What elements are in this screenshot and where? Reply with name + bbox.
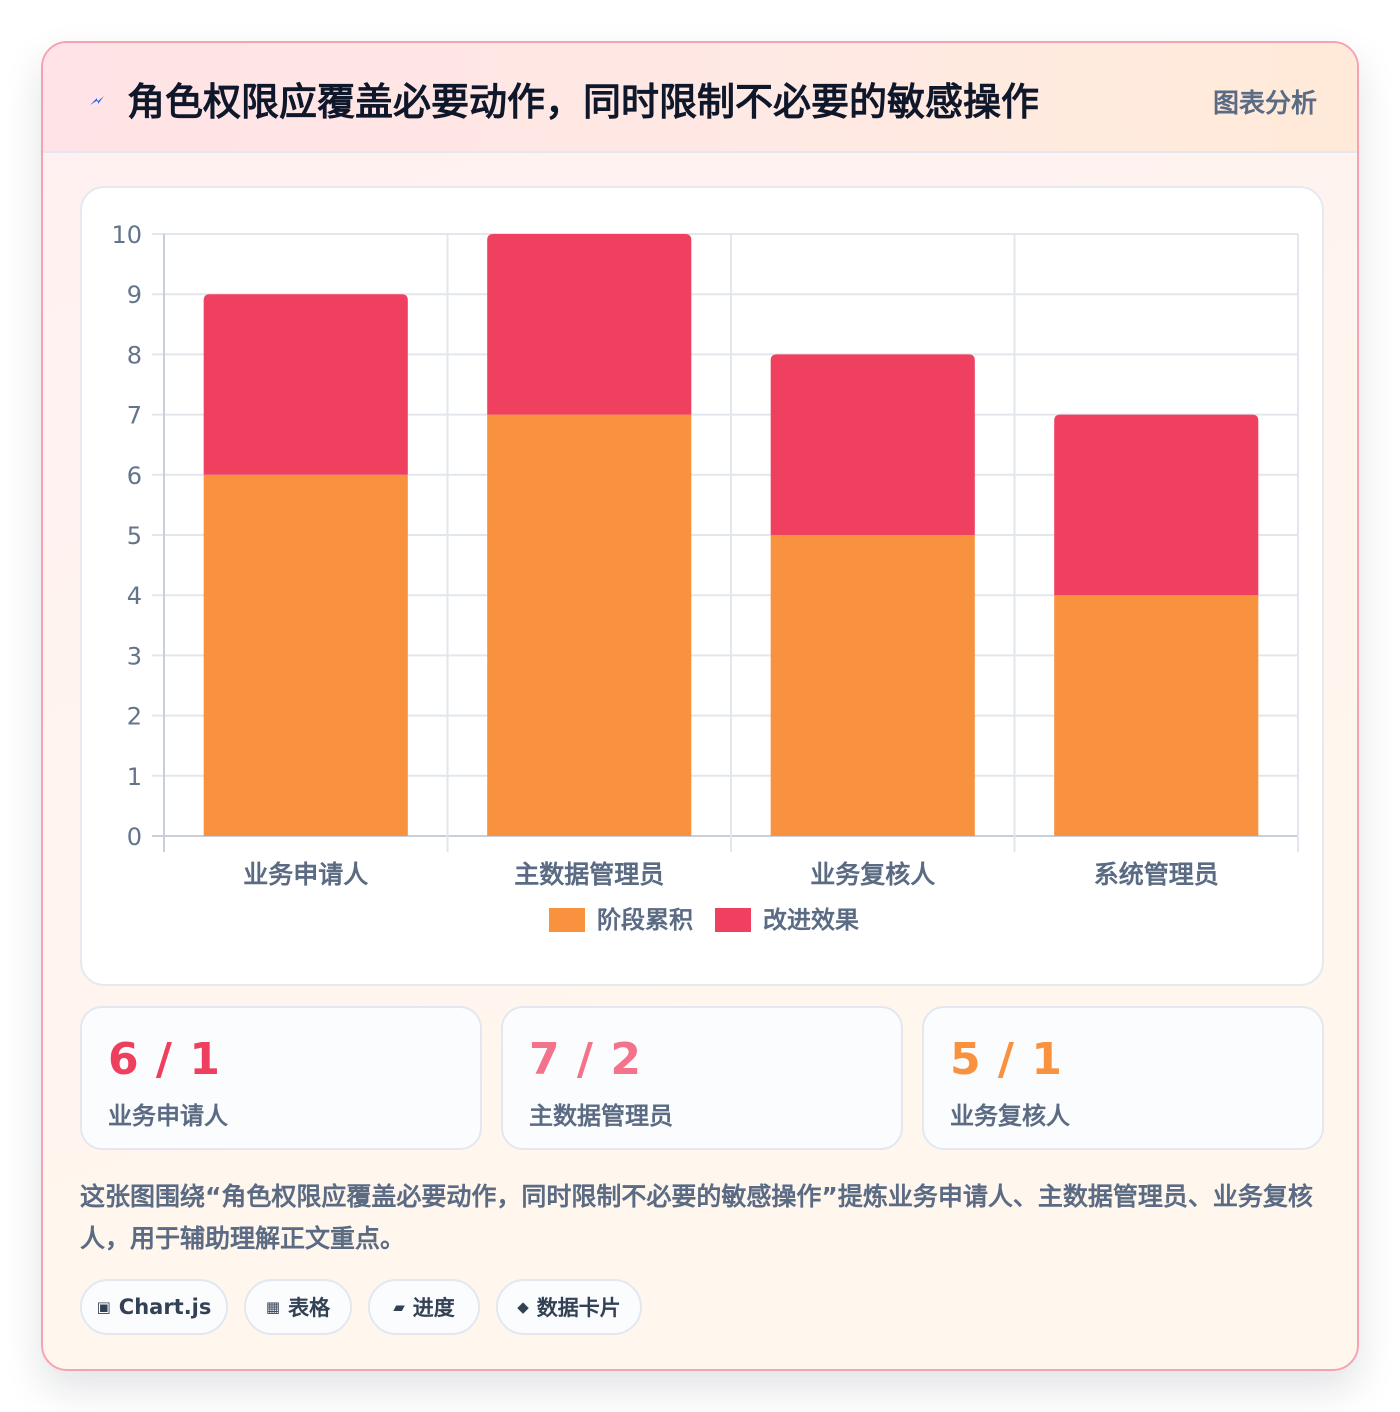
tag-label: Chart.js (118, 1295, 212, 1319)
y-tick-label: 10 (111, 221, 142, 249)
y-tick-label: 5 (127, 522, 142, 550)
tag-label: 表格 (288, 1296, 331, 1320)
bar-segment (203, 474, 408, 836)
bar-segment (487, 234, 692, 415)
tag-label: 数据卡片 (536, 1296, 621, 1320)
tag-progress[interactable]: ▰ 进度 (368, 1279, 480, 1335)
tag-data-card[interactable]: ◆ 数据卡片 (496, 1279, 642, 1335)
bar-segment (770, 354, 975, 535)
y-tick-label: 4 (127, 582, 142, 610)
x-tick-label: 业务复核人 (810, 860, 935, 889)
tag-chartjs[interactable]: ▣ Chart.js (80, 1279, 228, 1335)
legend-label: 改进效果 (763, 906, 859, 934)
stat-value: 6 / 1 (108, 1034, 221, 1085)
bar-segment (770, 535, 975, 836)
stat-value: 7 / 2 (529, 1034, 642, 1085)
chart-card: 角色权限应覆盖必要动作，同时限制不必要的敏感操作 图表分析 0 1 2 3 4 5 6 7 8 9… (41, 41, 1359, 1371)
bar-segment (1054, 414, 1259, 596)
y-tick-label: 7 (127, 402, 142, 430)
legend-swatch (715, 908, 751, 932)
bar-segment (203, 294, 408, 475)
chart-summary: 这张图围绕“角色权限应覆盖必要动作，同时限制不必要的敏感操作”提炼业务申请人、主… (80, 1182, 1313, 1253)
legend-swatch (549, 908, 585, 932)
bar-segment (1054, 595, 1259, 836)
tag-label: 进度 (412, 1296, 455, 1320)
y-tick-label: 9 (127, 281, 142, 309)
stat-card: 5 / 1 业务复核人 (922, 1006, 1324, 1150)
y-tick-label: 0 (127, 823, 142, 851)
y-tick-label: 6 (127, 462, 142, 490)
x-tick-label: 系统管理员 (1094, 860, 1219, 889)
table-icon: ▦ (265, 1298, 281, 1316)
stat-label: 业务申请人 (108, 1102, 228, 1130)
card-header: 角色权限应覆盖必要动作，同时限制不必要的敏感操作 图表分析 (43, 43, 1357, 153)
stat-label: 业务复核人 (950, 1102, 1070, 1130)
y-tick-label: 1 (127, 763, 142, 791)
data-card-icon: ◆ (517, 1298, 529, 1316)
tag-table[interactable]: ▦ 表格 (244, 1279, 352, 1335)
chart-icon: ▣ (96, 1298, 111, 1316)
chart-analysis-link[interactable]: 图表分析 (1212, 89, 1317, 119)
y-tick-label: 8 (127, 341, 142, 369)
chart-panel: 0 1 2 3 4 5 6 7 8 9 10 业务申请人 主数据管理员 业务复核人 系统管理员阶段累积 改进效… (80, 186, 1324, 986)
x-tick-label: 主数据管理员 (514, 860, 664, 889)
page-title: 角色权限应覆盖必要动作，同时限制不必要的敏感操作 (127, 80, 1040, 124)
stat-value: 5 / 1 (950, 1034, 1063, 1085)
bolt-icon (90, 96, 104, 105)
x-tick-label: 业务申请人 (243, 860, 368, 889)
stat-card: 7 / 2 主数据管理员 (501, 1006, 903, 1150)
legend-label: 阶段累积 (597, 906, 693, 934)
stat-label: 主数据管理员 (529, 1102, 673, 1130)
progress-icon: ▰ (393, 1298, 405, 1316)
stat-card: 6 / 1 业务申请人 (80, 1006, 482, 1150)
y-tick-label: 2 (127, 703, 142, 731)
bar-segment (487, 414, 692, 836)
y-tick-label: 3 (127, 642, 142, 670)
